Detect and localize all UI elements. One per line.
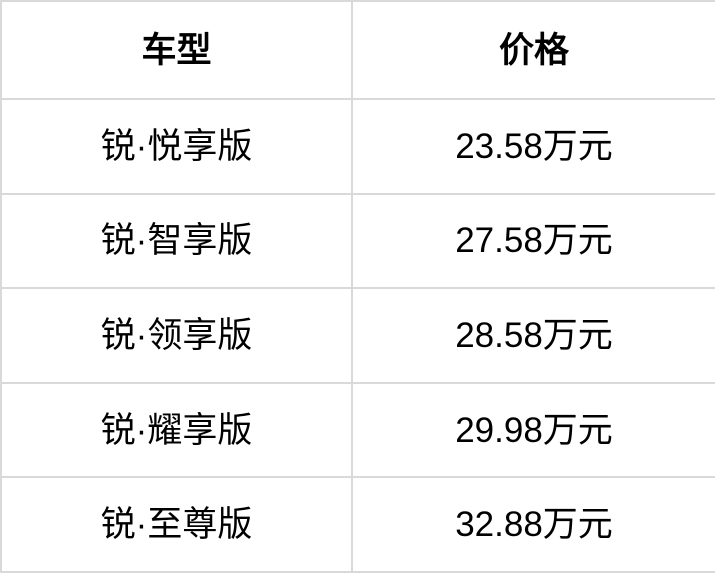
model-cell: 锐·耀享版: [0, 381, 353, 479]
model-cell: 锐·至尊版: [0, 476, 353, 573]
table-row: 锐·至尊版 32.88万元: [0, 476, 715, 573]
price-cell: 32.88万元: [351, 476, 715, 573]
column-header-price: 价格: [351, 0, 715, 100]
model-cell: 锐·悦享版: [0, 98, 353, 195]
price-cell: 29.98万元: [351, 381, 715, 479]
column-header-model: 车型: [0, 0, 353, 100]
table-row: 锐·智享版 27.58万元: [0, 192, 715, 290]
table-row: 锐·悦享版 23.58万元: [0, 98, 715, 195]
model-cell: 锐·智享版: [0, 192, 353, 290]
price-cell: 23.58万元: [351, 98, 715, 195]
table-row: 锐·领享版 28.58万元: [0, 287, 715, 384]
model-cell: 锐·领享版: [0, 287, 353, 384]
price-cell: 28.58万元: [351, 287, 715, 384]
table-row: 锐·耀享版 29.98万元: [0, 381, 715, 479]
table-header-row: 车型 价格: [0, 0, 715, 100]
price-cell: 27.58万元: [351, 192, 715, 290]
